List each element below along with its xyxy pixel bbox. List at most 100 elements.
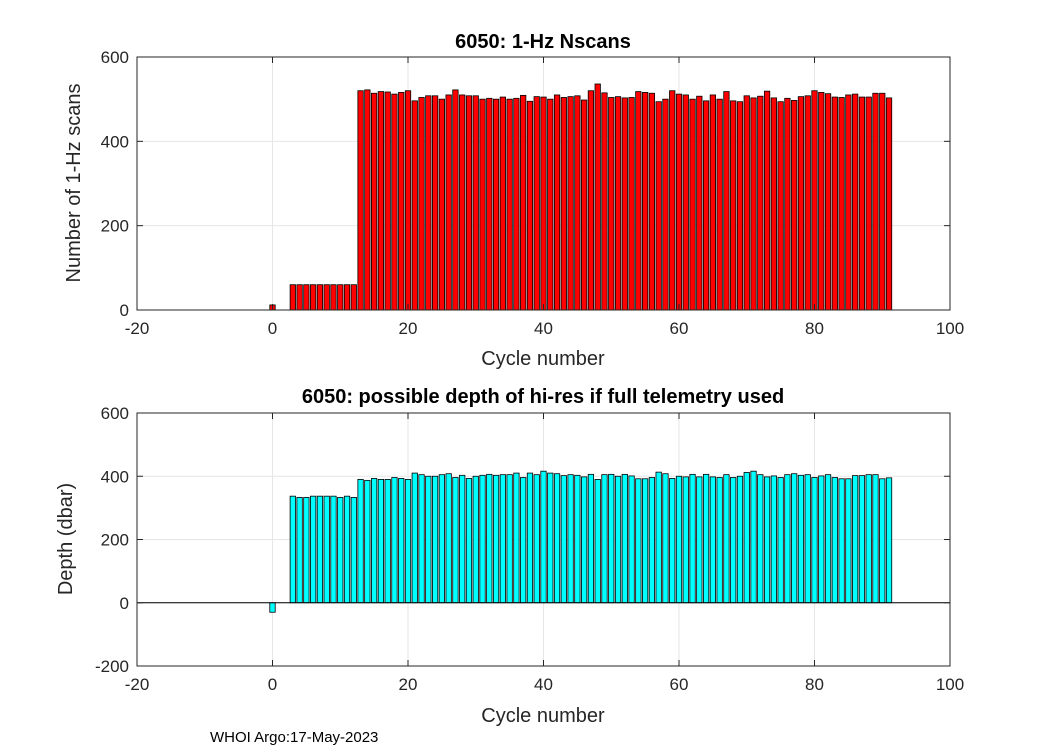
bar-cycle-19 (398, 92, 405, 311)
bar-cycle-48 (594, 83, 601, 311)
bar-cycle-47 (587, 473, 595, 604)
bar-cycle-0 (269, 602, 276, 613)
bar-cycle-88 (865, 474, 872, 604)
bar-cycle-75 (777, 101, 784, 311)
bar-cycle-12 (350, 497, 357, 604)
bar-cycle-39 (533, 474, 540, 604)
bar-cycle-16 (377, 479, 385, 604)
bar-cycle-35 (506, 98, 513, 311)
bar-cycle-71 (750, 470, 757, 604)
chart-title: 6050: possible depth of hi-res if full t… (302, 386, 784, 408)
bar-cycle-88 (865, 96, 872, 311)
bar-cycle-32 (486, 473, 493, 604)
bar-cycle-50 (608, 97, 615, 311)
y-axis-label: Depth (dbar) (55, 483, 77, 595)
bar-cycle-16 (377, 91, 385, 311)
bar-cycle-6 (310, 495, 317, 604)
x-tick-label: 60 (670, 675, 689, 694)
bar-cycle-52 (621, 97, 628, 311)
x-tick-label: 80 (805, 675, 824, 694)
bar-cycle-84 (838, 97, 845, 311)
bar-cycle-77 (791, 100, 798, 311)
bar-cycle-11 (343, 495, 351, 604)
bar-cycle-8 (323, 284, 330, 311)
bar-cycle-60 (675, 93, 683, 311)
bar-cycle-10 (337, 284, 344, 311)
bar-cycle-66 (716, 477, 723, 604)
bar-cycle-20 (404, 90, 412, 311)
bar-cycle-90 (879, 92, 886, 311)
bar-cycle-4 (296, 497, 303, 604)
x-axis-label: Cycle number (481, 705, 605, 727)
bar-cycle-63 (696, 476, 703, 604)
x-tick-label: -20 (125, 675, 150, 694)
x-axis-label: Cycle number (481, 348, 605, 370)
bar-cycle-87 (858, 475, 866, 604)
bar-cycle-41 (547, 472, 554, 604)
bar-cycle-70 (743, 472, 750, 604)
x-tick-label: 100 (936, 675, 964, 694)
bar-cycle-26 (445, 94, 452, 311)
bar-cycle-15 (371, 92, 378, 311)
bar-cycle-56 (648, 92, 656, 311)
bar-cycle-9 (330, 284, 337, 311)
bar-cycle-56 (648, 477, 656, 604)
bar-cycle-18 (391, 93, 398, 311)
bar-cycle-24 (431, 475, 439, 604)
y-tick-label: 0 (120, 594, 129, 613)
bar-cycle-83 (831, 96, 838, 311)
bar-cycle-25 (438, 98, 445, 311)
bar-cycle-47 (587, 90, 595, 311)
bar-cycle-78 (797, 474, 805, 604)
y-tick-label: 400 (101, 132, 129, 151)
bar-cycle-43 (560, 97, 567, 311)
bar-cycle-44 (567, 474, 574, 604)
bar-cycle-38 (526, 100, 534, 311)
bar-cycle-91 (885, 97, 893, 311)
bar-cycle-25 (438, 474, 445, 604)
bar-cycle-42 (553, 94, 561, 311)
bar-cycle-34 (499, 474, 506, 604)
y-tick-label: -200 (95, 657, 129, 676)
bar-cycle-82 (824, 474, 832, 604)
bar-cycle-19 (398, 478, 405, 604)
bar-cycle-76 (784, 97, 791, 311)
footer-stamp: WHOI Argo:17-May-2023 (210, 729, 378, 746)
x-tick-label: 60 (670, 319, 689, 338)
bar-cycle-3 (289, 495, 296, 604)
bar-cycle-11 (343, 284, 351, 311)
bar-cycle-13 (357, 479, 364, 604)
bar-cycle-54 (635, 478, 642, 604)
bar-cycle-7 (316, 284, 324, 311)
bar-cycle-10 (337, 497, 344, 604)
bar-cycle-17 (384, 479, 391, 604)
bar-cycle-79 (804, 474, 811, 604)
bar-cycle-58 (662, 473, 669, 604)
bar-cycle-57 (655, 471, 662, 604)
bar-cycle-54 (635, 91, 642, 311)
bar-cycle-52 (621, 473, 628, 604)
bar-cycle-15 (371, 478, 378, 604)
bar-cycle-34 (499, 96, 506, 311)
y-tick-label: 600 (101, 404, 129, 423)
bar-cycle-58 (662, 98, 669, 311)
bar-cycle-65 (709, 476, 716, 604)
bar-cycle-62 (689, 98, 696, 311)
bar-cycle-38 (526, 472, 534, 604)
bar-cycle-46 (581, 476, 588, 604)
bar-cycle-72 (757, 474, 764, 604)
bar-cycle-80 (811, 90, 818, 311)
bar-cycle-69 (736, 101, 744, 311)
bar-cycle-31 (479, 474, 486, 604)
bar-cycle-62 (689, 473, 696, 604)
bar-cycle-21 (411, 472, 418, 604)
bar-cycle-76 (784, 474, 791, 604)
bar-cycle-71 (750, 97, 757, 311)
bar-cycle-86 (852, 93, 859, 311)
bar-cycle-37 (520, 94, 527, 311)
bar-cycle-28 (459, 474, 466, 604)
bar-cycle-69 (736, 475, 744, 604)
bar-cycle-61 (682, 94, 689, 311)
bar-cycle-67 (723, 91, 730, 311)
